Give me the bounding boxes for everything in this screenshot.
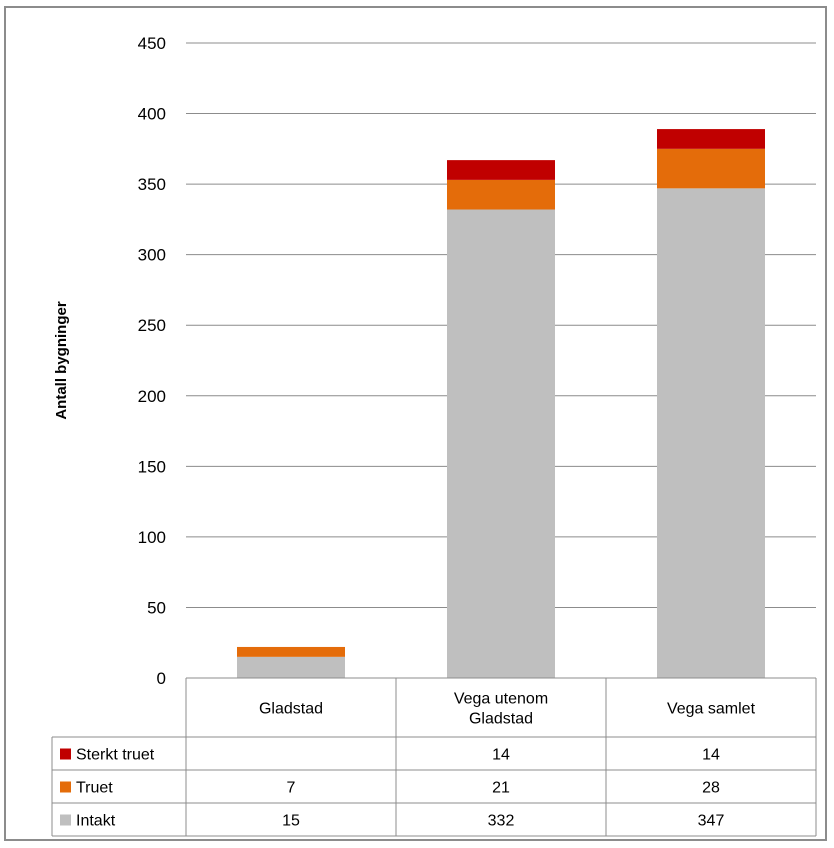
table-cell-value: 7 bbox=[287, 780, 296, 797]
y-tick-label: 50 bbox=[147, 598, 166, 617]
table-cell-value: 332 bbox=[488, 813, 515, 830]
category-label: Gladstad bbox=[469, 711, 533, 728]
table-cell-value: 28 bbox=[702, 780, 720, 797]
table-cell-value: 21 bbox=[492, 780, 510, 797]
bar-truet bbox=[237, 646, 345, 657]
table-cell-value: 347 bbox=[698, 813, 725, 830]
legend-label: Intakt bbox=[76, 813, 116, 830]
category-label: Vega samlet bbox=[667, 701, 756, 718]
y-tick-label: 300 bbox=[138, 246, 166, 265]
bar-truet bbox=[447, 179, 555, 210]
bar-intakt bbox=[237, 656, 345, 678]
y-tick-label: 0 bbox=[157, 669, 166, 688]
table-cell-value: 14 bbox=[702, 747, 720, 764]
y-tick-label: 350 bbox=[138, 175, 166, 194]
category-label: Vega utenom bbox=[454, 691, 548, 708]
y-tick-label: 200 bbox=[138, 387, 166, 406]
legend-label: Truet bbox=[76, 780, 113, 797]
bar-intakt bbox=[657, 188, 765, 678]
y-tick-label: 400 bbox=[138, 105, 166, 124]
bar-intakt bbox=[447, 209, 555, 678]
table-cell-value: 14 bbox=[492, 747, 510, 764]
legend-key bbox=[60, 781, 71, 793]
category-label: Gladstad bbox=[259, 701, 323, 718]
y-tick-label: 450 bbox=[138, 34, 166, 53]
table-cell-value: 15 bbox=[282, 813, 300, 830]
bar-truet bbox=[657, 148, 765, 189]
y-axis-label: Antall bygninger bbox=[53, 301, 70, 420]
legend-label: Sterkt truet bbox=[76, 747, 155, 764]
y-tick-label: 150 bbox=[138, 457, 166, 476]
y-tick-label: 250 bbox=[138, 316, 166, 335]
bar-sterkt-truet bbox=[447, 160, 555, 180]
bar-sterkt-truet bbox=[657, 129, 765, 149]
legend-key bbox=[60, 748, 71, 760]
y-tick-label: 100 bbox=[138, 528, 166, 547]
legend-key bbox=[60, 814, 71, 826]
